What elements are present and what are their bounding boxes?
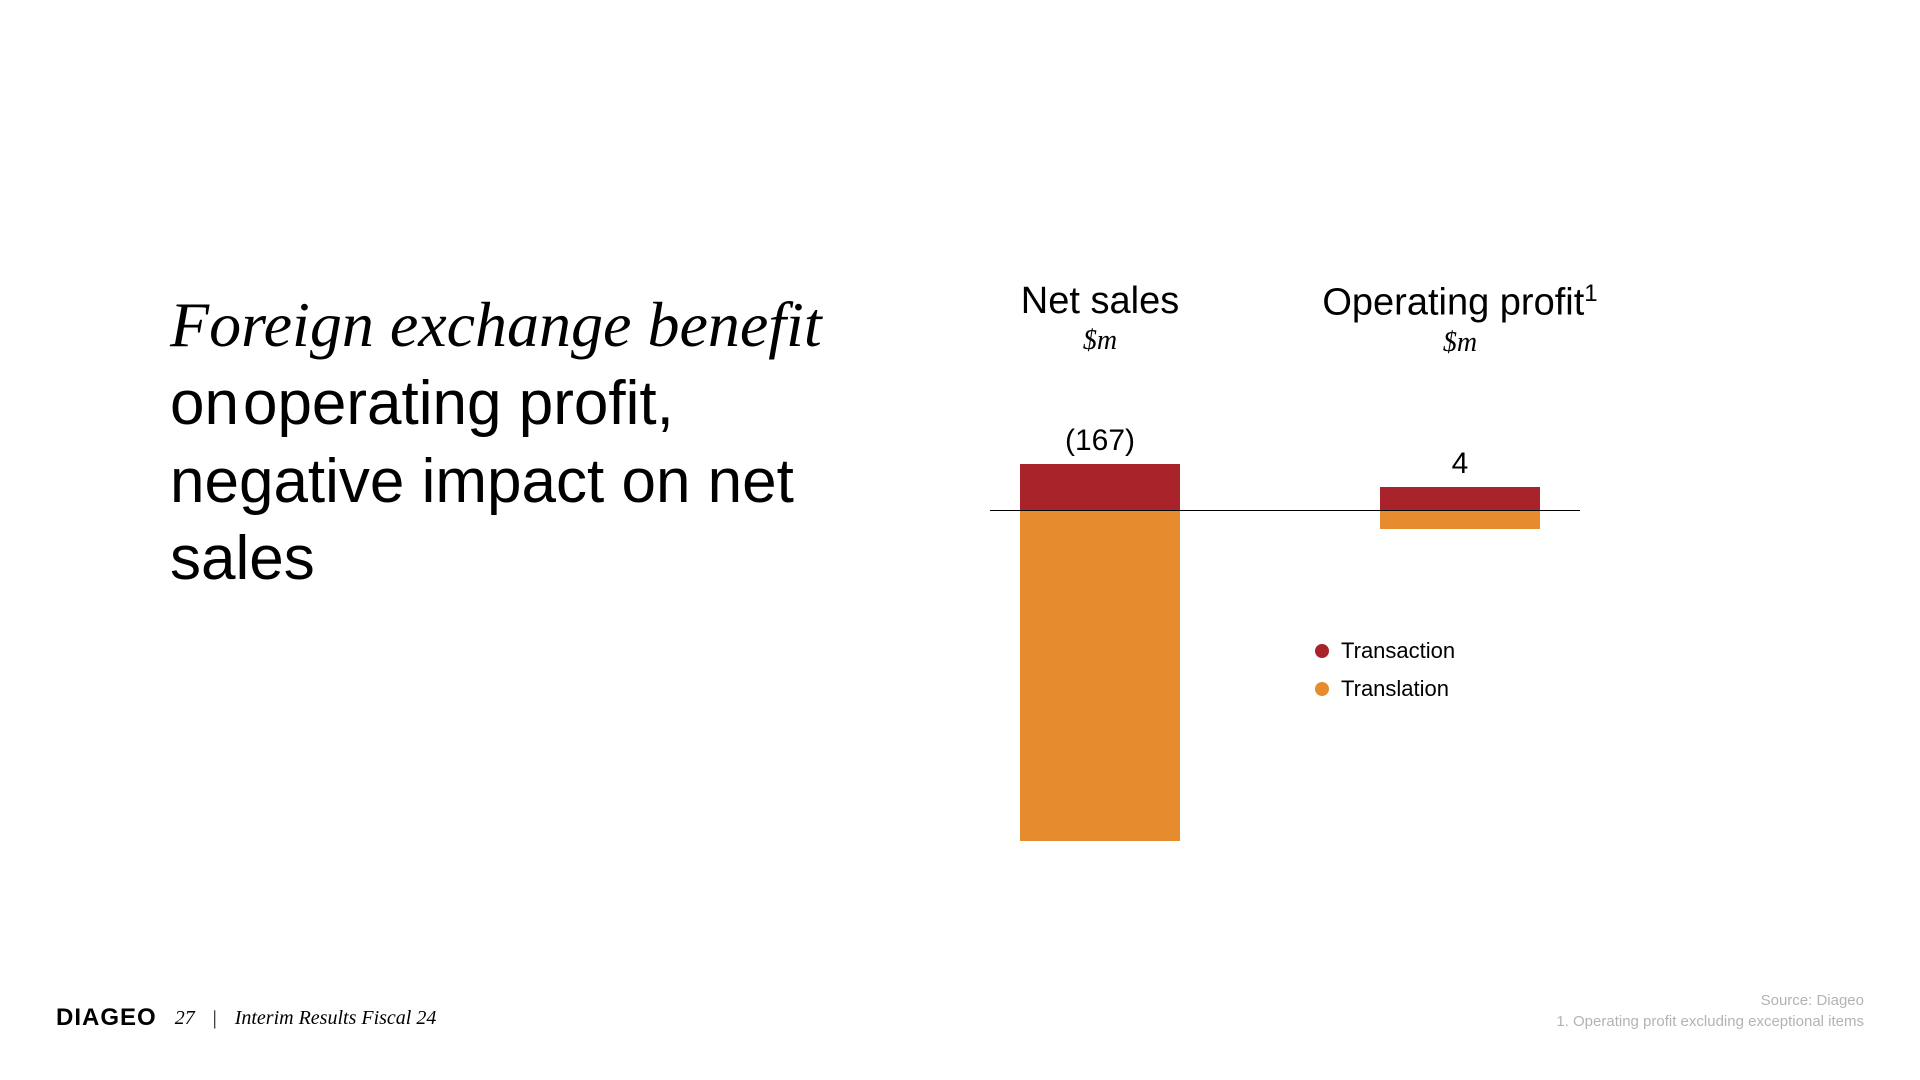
footer: DIAGEO 27 | Interim Results Fiscal 24 So… <box>56 990 1864 1032</box>
heading-rest-1: on <box>170 369 239 438</box>
bar-transaction-operating_profit <box>1380 487 1540 510</box>
chart-value-operating_profit: 4 <box>1380 447 1540 481</box>
legend-label-transaction: Transaction <box>1341 638 1455 664</box>
footer-pipe: | <box>213 1007 217 1030</box>
page-number: 27 <box>175 1007 195 1030</box>
heading-rest-2: operating profit, negative impact on net… <box>170 369 794 593</box>
legend-dot-translation <box>1315 682 1329 696</box>
chart-legend: Transaction Translation <box>1315 638 1455 714</box>
chart-value-net_sales: (167) <box>1020 424 1180 458</box>
bar-translation-operating_profit <box>1380 511 1540 529</box>
legend-item-transaction: Transaction <box>1315 638 1455 664</box>
footer-right: Source: Diageo 1. Operating profit exclu… <box>1556 990 1864 1032</box>
chart-title-sup-operating_profit: 1 <box>1584 280 1597 307</box>
doc-title: Interim Results Fiscal 24 <box>235 1007 437 1030</box>
footnote-line: 1. Operating profit excluding exceptiona… <box>1556 1011 1864 1032</box>
footer-left: DIAGEO 27 | Interim Results Fiscal 24 <box>56 1004 436 1032</box>
heading-italic: Foreign exchange benefit <box>170 289 822 360</box>
chart-title-operating_profit: Operating profit1 <box>1290 280 1630 325</box>
chart-unit-net_sales: $m <box>980 325 1220 357</box>
brand-logo: DIAGEO <box>56 1004 157 1032</box>
chart-title-net_sales: Net sales <box>980 280 1220 323</box>
chart-area: Net sales$m(167)Operating profit1$m4Tran… <box>980 290 1620 860</box>
chart-unit-operating_profit: $m <box>1290 327 1630 359</box>
bar-transaction-net_sales <box>1020 464 1180 510</box>
legend-item-translation: Translation <box>1315 676 1455 702</box>
legend-label-translation: Translation <box>1341 676 1449 702</box>
chart-column-header-net_sales: Net sales$m <box>980 280 1220 357</box>
slide-heading: Foreign exchange benefit on operating pr… <box>170 285 830 598</box>
bar-translation-net_sales <box>1020 511 1180 841</box>
legend-dot-transaction <box>1315 644 1329 658</box>
source-line: Source: Diageo <box>1556 990 1864 1011</box>
chart-column-header-operating_profit: Operating profit1$m <box>1290 280 1630 359</box>
